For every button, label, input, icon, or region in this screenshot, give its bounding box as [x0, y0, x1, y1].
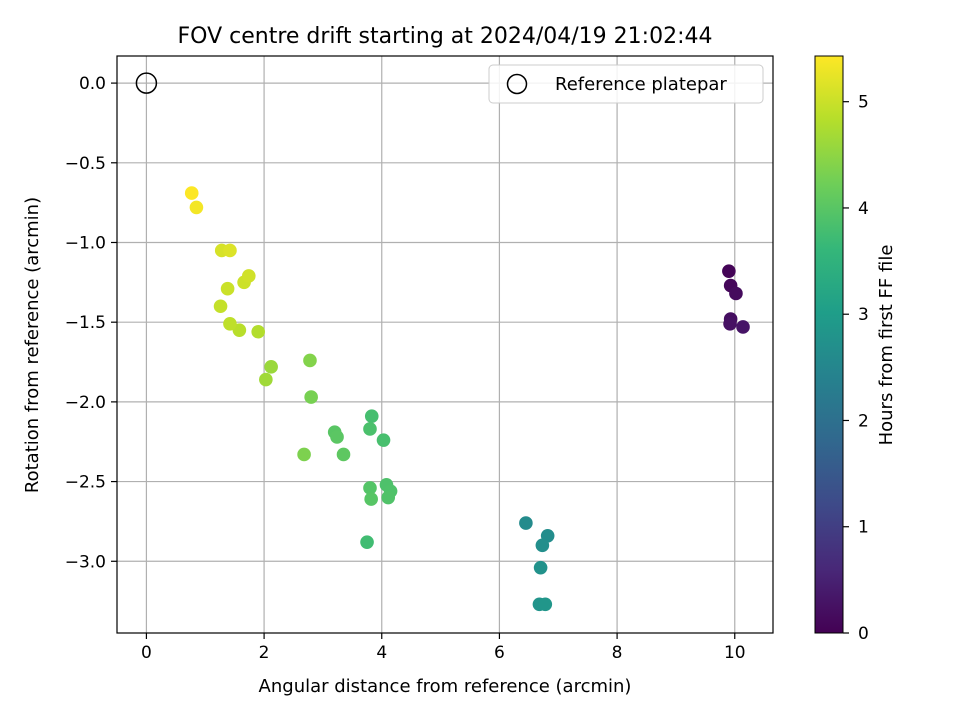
- y-tick-label: 0.0: [79, 74, 106, 94]
- data-point: [220, 281, 235, 296]
- data-point: [223, 243, 237, 258]
- colorbar-tick-label: 1: [858, 518, 869, 538]
- data-point: [376, 433, 391, 447]
- colorbar-tick-label: 2: [858, 411, 869, 431]
- data-point: [330, 430, 344, 444]
- y-tick-label: −2.5: [65, 473, 106, 493]
- x-tick-label: 8: [612, 643, 623, 663]
- data-point: [381, 490, 396, 505]
- legend-label: Reference platepar: [555, 74, 727, 95]
- y-axis-label: Rotation from reference (arcmin): [22, 197, 43, 493]
- data-point: [364, 492, 378, 506]
- data-point: [533, 560, 548, 575]
- data-point: [363, 481, 377, 495]
- data-points: [184, 186, 750, 612]
- colorbar-tick-label: 4: [858, 199, 869, 219]
- data-point: [303, 353, 317, 368]
- data-point: [264, 360, 278, 374]
- data-point: [259, 372, 273, 387]
- grid-lines: [117, 56, 773, 633]
- data-point: [223, 316, 237, 331]
- data-point: [251, 324, 266, 339]
- plot-frame: [116, 55, 774, 634]
- data-point: [736, 320, 750, 334]
- x-tick-label: 4: [376, 643, 387, 663]
- x-tick-label: 2: [259, 643, 270, 663]
- data-point: [729, 286, 743, 301]
- data-point: [360, 535, 374, 549]
- y-axis-ticks: 0.0 −0.5 −1.0 −1.5 −2.0 −2.5 −3.0: [65, 74, 117, 572]
- colorbar-tick-label: 3: [858, 305, 869, 325]
- plot-area: [116, 55, 774, 634]
- legend-box: [488, 64, 764, 104]
- legend-reference-marker: [506, 73, 528, 95]
- reference-marker-layer: [135, 72, 158, 94]
- legend: Reference platepar: [488, 64, 764, 104]
- data-point: [538, 597, 553, 612]
- colorbar-tick-label: 0: [858, 624, 869, 644]
- data-point: [535, 538, 550, 553]
- colorbar-tick-label: 5: [858, 93, 869, 113]
- data-point: [297, 447, 311, 462]
- data-point: [519, 516, 533, 530]
- y-tick-label: −2.0: [65, 393, 106, 413]
- y-tick-label: −1.5: [65, 313, 106, 333]
- colorbar-ticks: 0 1 2 3 4 5: [843, 93, 869, 644]
- data-point: [241, 269, 256, 283]
- y-tick-label: −3.0: [65, 552, 106, 572]
- data-point: [189, 200, 204, 215]
- colorbar-gradient: [814, 55, 844, 634]
- data-point: [304, 390, 318, 404]
- colorbar: 0 1 2 3 4 5 Hours from first FF file: [814, 55, 897, 644]
- data-point: [364, 409, 379, 424]
- colorbar-label: Hours from first FF file: [876, 245, 897, 446]
- data-point: [722, 264, 736, 278]
- x-tick-label: 10: [724, 643, 746, 663]
- data-point: [184, 186, 199, 200]
- x-tick-label: 0: [141, 643, 152, 663]
- y-tick-label: −1.0: [65, 233, 106, 253]
- chart-title: FOV centre drift starting at 2024/04/19 …: [178, 24, 713, 49]
- data-point: [363, 422, 377, 436]
- x-axis-label: Angular distance from reference (arcmin): [259, 676, 632, 697]
- data-point: [723, 316, 737, 331]
- x-tick-label: 6: [494, 643, 505, 663]
- data-point: [336, 447, 351, 462]
- x-axis-ticks: 0 2 4 6 8 10: [141, 633, 746, 663]
- reference-point-marker: [135, 72, 158, 94]
- data-point: [213, 299, 228, 314]
- y-tick-label: −0.5: [65, 154, 106, 174]
